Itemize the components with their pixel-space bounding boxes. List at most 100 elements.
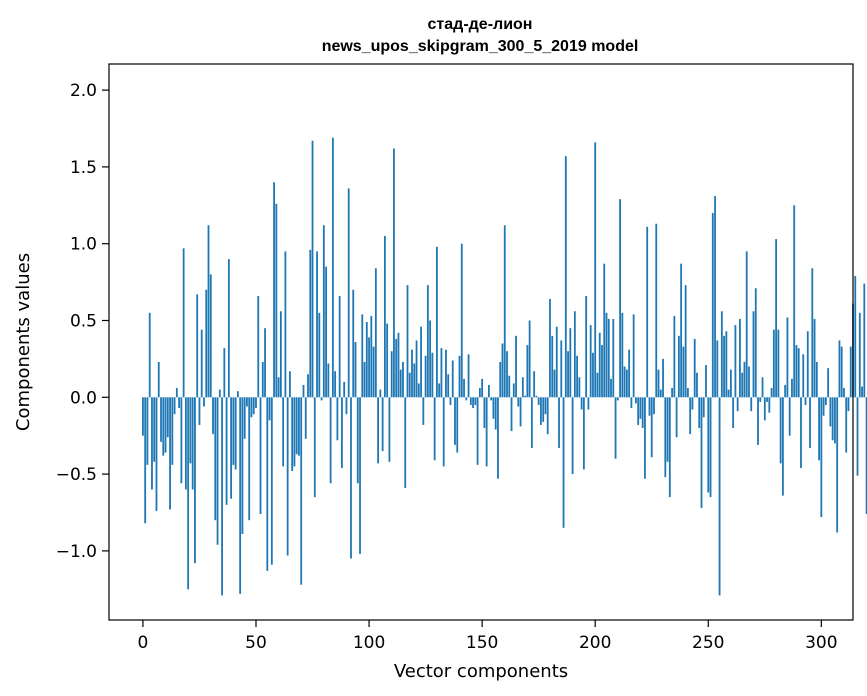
bar-141: [460, 243, 463, 398]
bar-304: [829, 397, 832, 427]
bar-71: [302, 385, 305, 398]
bar-185: [560, 340, 563, 398]
bar-307: [836, 397, 839, 533]
bar-194: [580, 397, 583, 410]
x-axis-label: Vector components: [394, 661, 568, 682]
y-tick-label: 1.0: [70, 235, 97, 255]
bar-306: [834, 397, 836, 444]
bar-136: [449, 397, 452, 405]
bar-177: [542, 397, 545, 422]
bar-35: [221, 397, 223, 596]
bar-117: [406, 285, 409, 398]
bar-48: [250, 397, 253, 418]
bar-60: [277, 377, 280, 398]
bar-152: [485, 397, 488, 467]
bar-113: [397, 332, 400, 398]
bar-282: [779, 397, 782, 464]
bar-52: [259, 397, 262, 515]
bar-313: [849, 346, 852, 398]
bar-0: [142, 397, 144, 436]
bar-145: [469, 397, 472, 405]
bar-318: [861, 386, 863, 398]
bar-242: [689, 397, 692, 435]
bar-271: [754, 288, 757, 398]
bar-186: [562, 397, 565, 528]
bar-276: [766, 397, 768, 402]
bar-275: [763, 397, 766, 421]
bar-192: [576, 355, 579, 398]
bar-252: [711, 212, 714, 398]
bar-81: [325, 266, 327, 398]
bar-214: [625, 369, 628, 398]
bar-238: [680, 263, 683, 398]
bar-298: [815, 361, 818, 398]
x-axis-ticks: 0 50 100 150 200 250 300: [138, 620, 838, 653]
bar-167: [519, 397, 522, 427]
bar-241: [687, 388, 689, 398]
y-axis-label: Components values: [13, 253, 34, 431]
bar-95: [356, 397, 359, 484]
bar-309: [840, 346, 843, 398]
bar-149: [478, 388, 481, 398]
bar-142: [463, 378, 465, 398]
bar-150: [481, 378, 484, 398]
bar-244: [693, 338, 696, 398]
bar-232: [666, 397, 669, 462]
bar-204: [603, 263, 606, 398]
bar-169: [524, 395, 527, 398]
bar-316: [856, 397, 859, 476]
bar-230: [662, 358, 664, 398]
bar-223: [646, 226, 649, 398]
bar-21: [189, 397, 192, 464]
bar-297: [813, 318, 816, 398]
bar-69: [298, 397, 300, 456]
bar-259: [727, 389, 730, 398]
bar-15: [175, 388, 178, 398]
bar-277: [768, 397, 771, 413]
bar-188: [567, 351, 569, 398]
bar-130: [435, 246, 438, 398]
bar-202: [598, 332, 601, 398]
bar-127: [429, 320, 432, 398]
bar-289: [795, 345, 798, 398]
bar-265: [741, 372, 744, 398]
bar-62: [282, 397, 285, 467]
bar-6: [155, 397, 158, 511]
bar-79: [320, 397, 323, 401]
bar-9: [162, 397, 165, 456]
bar-47: [248, 397, 251, 521]
bar-196: [585, 295, 588, 398]
bar-139: [456, 397, 459, 453]
bar-207: [610, 378, 612, 398]
bar-255: [718, 397, 721, 596]
bar-161: [506, 351, 508, 398]
bar-31: [212, 397, 214, 435]
bar-106: [381, 397, 384, 452]
bar-266: [743, 361, 746, 398]
bar-272: [757, 397, 759, 445]
bar-288: [793, 205, 796, 398]
bar-261: [732, 397, 735, 429]
bar-83: [329, 397, 332, 484]
bar-184: [558, 397, 560, 448]
bar-157: [497, 397, 499, 479]
bar-13: [171, 397, 174, 465]
bar-123: [420, 326, 422, 398]
bar-114: [399, 369, 402, 398]
bar-61: [279, 311, 282, 398]
x-tick-label: 50: [245, 633, 267, 653]
bar-285: [786, 317, 789, 398]
bar-56: [268, 397, 271, 421]
bar-219: [637, 397, 640, 425]
bar-7: [157, 361, 160, 398]
bar-218: [635, 397, 637, 404]
bar-163: [510, 397, 513, 432]
bar-33: [216, 397, 219, 545]
bar-99: [365, 322, 368, 398]
bar-72: [304, 397, 307, 439]
bar-151: [483, 397, 486, 429]
bar-86: [336, 397, 339, 441]
bar-305: [831, 397, 834, 441]
bar-3: [148, 312, 151, 398]
bar-28: [205, 289, 208, 398]
